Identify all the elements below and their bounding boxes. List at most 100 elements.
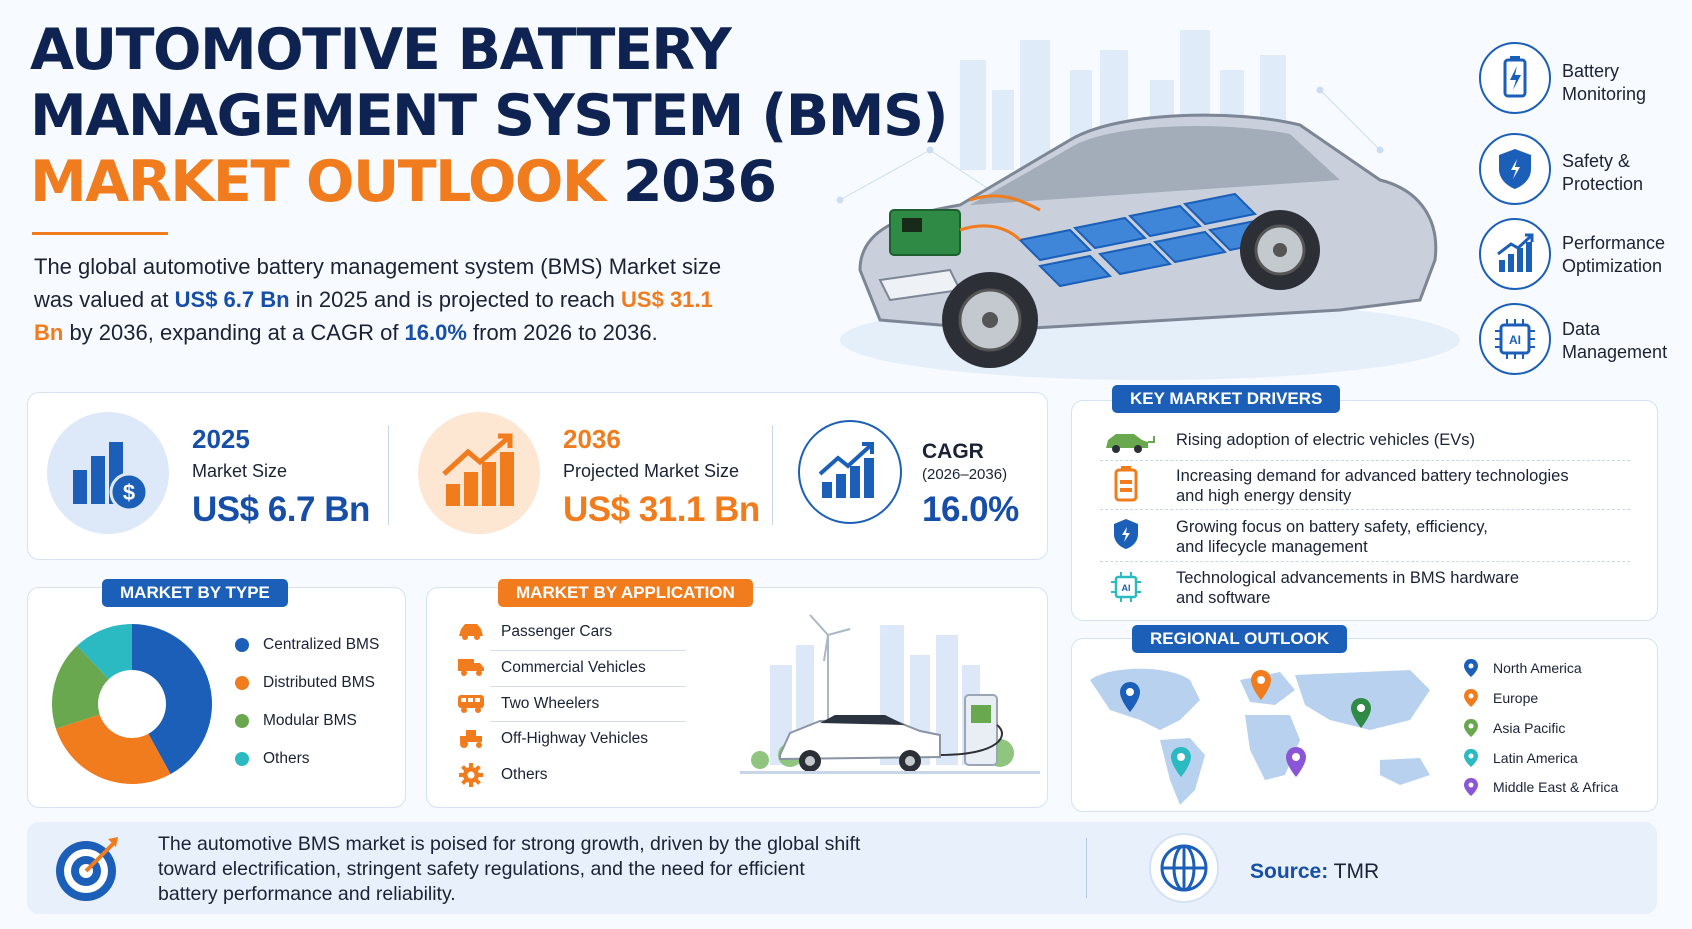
stat-cagr-icon-circle — [798, 420, 902, 524]
stat-cagr-period: (2026–2036) — [922, 466, 1008, 483]
target-icon — [56, 837, 118, 901]
legend-pin-europe — [1464, 689, 1478, 707]
money-bars-icon: $ — [73, 442, 149, 512]
stat-2036-label: Projected Market Size — [563, 461, 740, 481]
title-line-3: MARKET OUTLOOK 2036 — [30, 154, 777, 211]
feature-performance-optimization — [1479, 218, 1551, 290]
application-separator — [490, 721, 686, 722]
title-market-outlook: MARKET OUTLOOK — [30, 149, 606, 215]
stat-2036-year: 2036 — [563, 424, 621, 454]
region-latin-america: Latin America — [1493, 750, 1578, 766]
regional-outlook-title: REGIONAL OUTLOOK — [1132, 625, 1348, 653]
legend-modular-bms: Modular BMS — [263, 712, 357, 729]
legend-pin-middle-east-africa — [1464, 778, 1478, 796]
application-two-wheelers: Two Wheelers — [501, 695, 600, 712]
truck-icon — [458, 659, 484, 676]
feature-data-management: AI — [1479, 303, 1551, 375]
intro-paragraph: The global automotive battery management… — [34, 250, 724, 349]
feature-battery-monitoring — [1479, 42, 1551, 114]
drivers-title: KEY MARKET DRIVERS — [1112, 385, 1341, 413]
driver-2: Increasing demand for advanced battery t… — [1176, 467, 1569, 505]
legend-pin-asia-pacific — [1464, 719, 1478, 737]
application-off-highway-vehicles: Off-Highway Vehicles — [501, 730, 649, 747]
application-separator — [490, 686, 686, 687]
footer-banner — [27, 822, 1657, 914]
svg-text:AI: AI — [1509, 333, 1521, 347]
intro-text-4: from 2026 to 2036. — [466, 320, 658, 345]
legend-dot-modular — [235, 714, 249, 728]
stat-2036-value: US$ 31.1 Bn — [563, 490, 760, 529]
legend-others: Others — [263, 750, 310, 767]
application-commercial-vehicles: Commercial Vehicles — [501, 659, 646, 676]
legend-pin-north-america — [1464, 659, 1478, 677]
source-label: Source: — [1250, 860, 1329, 883]
source-text: Source: TMR — [1250, 860, 1379, 884]
legend-centralized-bms: Centralized BMS — [263, 636, 380, 653]
stat-2025-icon-circle: $ — [47, 412, 169, 534]
title-year: 2036 — [622, 149, 777, 215]
application-others: Others — [501, 766, 548, 783]
bus-icon — [458, 695, 484, 713]
tractor-icon — [460, 730, 482, 748]
intro-text-3: by 2036, expanding at a CAGR of — [63, 320, 405, 345]
intro-text-1: The global automotive battery management… — [34, 254, 722, 312]
ev-charging-illustration — [740, 614, 1040, 774]
intro-value-2025: US$ 6.7 Bn — [174, 287, 290, 312]
growth-chart-icon — [818, 442, 874, 498]
gear-icon — [459, 763, 483, 787]
application-separator — [490, 650, 686, 651]
growth-chart-icon — [442, 433, 514, 506]
feature-safety-protection — [1479, 133, 1551, 205]
region-north-america: North America — [1493, 660, 1582, 676]
footer-line-2: toward electrification, stringent safety… — [158, 858, 805, 880]
footer-summary: The automotive BMS market is poised for … — [158, 832, 860, 907]
stat-divider — [772, 425, 773, 525]
title-line-2: MANAGEMENT SYSTEM (BMS) — [30, 83, 949, 149]
stat-2025-year: 2025 — [192, 424, 250, 454]
ai-chip-icon: AI — [1495, 319, 1535, 359]
location-pin-latin-america — [1171, 747, 1191, 777]
intro-value-cagr: 16.0% — [404, 320, 467, 345]
region-middle-east-africa: Middle East & Africa — [1493, 779, 1619, 795]
location-pin-asia-pacific — [1351, 698, 1371, 728]
driver-separator — [1100, 509, 1630, 511]
donut-slice-distributed-bms — [55, 714, 171, 784]
stat-2025-value: US$ 6.7 Bn — [192, 490, 370, 529]
market-by-type-donut-chart — [52, 624, 213, 784]
battery-icon — [1114, 466, 1138, 502]
growth-chart-icon — [1497, 233, 1534, 272]
title-underline — [32, 232, 168, 235]
legend-distributed-bms: Distributed BMS — [263, 674, 375, 691]
stat-cagr-value: 16.0% — [922, 490, 1019, 529]
region-europe: Europe — [1493, 690, 1539, 706]
legend-dot-centralized — [235, 638, 249, 652]
shield-icon — [1114, 519, 1138, 549]
footer-divider — [1086, 838, 1087, 898]
driver-1: Rising adoption of electric vehicles (EV… — [1176, 431, 1475, 449]
ev-car-illustration — [836, 30, 1460, 380]
donut-slice-centralized-bms — [132, 624, 213, 775]
stat-2025-label: Market Size — [192, 461, 288, 481]
ev-car-icon — [1106, 434, 1155, 453]
source-value: TMR — [1333, 860, 1380, 883]
feature-label-battery: Battery Monitoring — [1562, 61, 1647, 104]
feature-label-safety: Safety & Protection — [1562, 151, 1644, 194]
car-icon — [459, 624, 483, 640]
intro-value-2036: US$ 31.1 Bn — [34, 287, 713, 345]
battery-icon — [1503, 56, 1527, 98]
donut-slice-others — [77, 624, 132, 680]
footer-line-3: battery performance and reliability. — [158, 883, 456, 905]
drivers-card — [1071, 400, 1658, 621]
globe-icon — [1149, 833, 1219, 903]
stat-2036-icon-circle — [418, 412, 540, 534]
svg-text:AI: AI — [1122, 583, 1131, 593]
driver-3: Growing focus on battery safety, efficie… — [1176, 518, 1488, 556]
stat-divider — [388, 425, 389, 525]
legend-pin-latin-america — [1464, 749, 1478, 767]
driver-separator — [1100, 460, 1630, 462]
stat-cagr-title: CAGR — [922, 440, 984, 463]
feature-label-data: Data Management — [1562, 319, 1668, 362]
driver-4: Technological advancements in BMS hardwa… — [1176, 569, 1520, 607]
location-pin-europe — [1251, 670, 1271, 700]
intro-text-2: in 2025 and is projected to reach — [289, 287, 622, 312]
